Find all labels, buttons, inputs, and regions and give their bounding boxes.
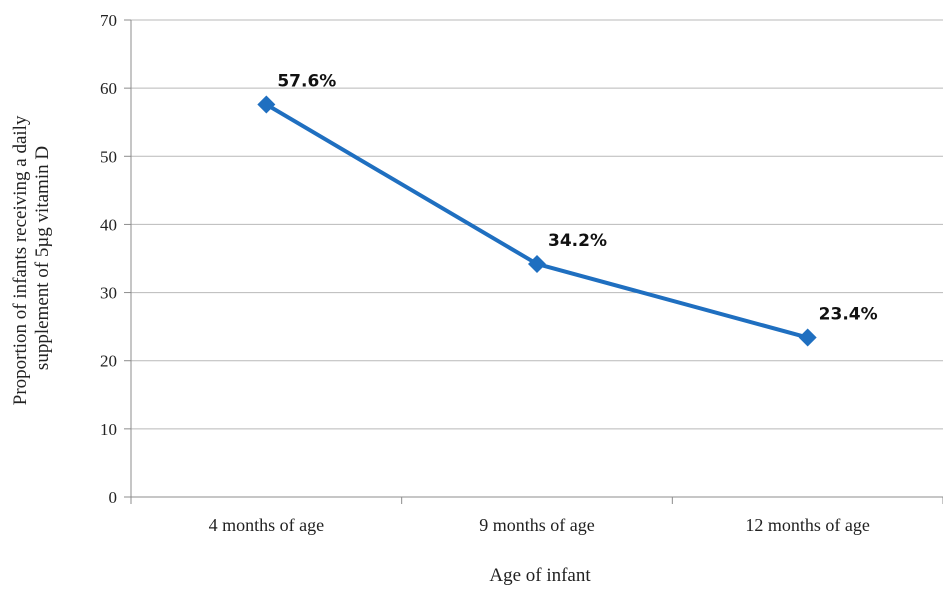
x-tick-label-2: 9 months of age [479, 515, 594, 535]
y-tick-labels: 0 10 20 30 40 50 60 70 [100, 11, 117, 507]
x-tick-labels: 4 months of age 9 months of age 12 months … [209, 515, 870, 535]
data-label-1: 57.6% [277, 71, 336, 91]
data-point-3 [798, 328, 817, 347]
x-tick-label-1: 4 months of age [209, 515, 324, 535]
data-label-2: 34.2% [548, 231, 607, 251]
y-tick-label-50: 50 [100, 147, 117, 166]
y-tick-label-70: 70 [100, 11, 117, 30]
data-labels: 57.6% 34.2% 23.4% [277, 71, 877, 324]
y-axis-title: Proportion of infants receiving a daily … [10, 111, 53, 405]
gridlines [131, 19, 943, 430]
y-tick-label-10: 10 [100, 420, 117, 439]
data-label-3: 23.4% [819, 305, 878, 325]
x-tick-label-3: 12 months of age [745, 515, 869, 535]
y-tick-label-30: 30 [100, 284, 117, 303]
series-line-1 [264, 102, 810, 340]
axes [124, 19, 943, 504]
x-axis-title: Age of infant [489, 565, 591, 586]
y-axis-title-line-2: supplement of 5µg vitamin D [32, 146, 53, 370]
y-axis-title-line-1: Proportion of infants receiving a daily [10, 115, 31, 405]
y-tick-label-20: 20 [100, 352, 117, 371]
data-point-2 [528, 254, 546, 273]
y-tick-label-60: 60 [100, 79, 117, 98]
data-series [257, 95, 817, 347]
y-tick-label-0: 0 [109, 488, 118, 507]
data-point-1 [257, 95, 276, 114]
y-tick-label-40: 40 [100, 215, 117, 234]
